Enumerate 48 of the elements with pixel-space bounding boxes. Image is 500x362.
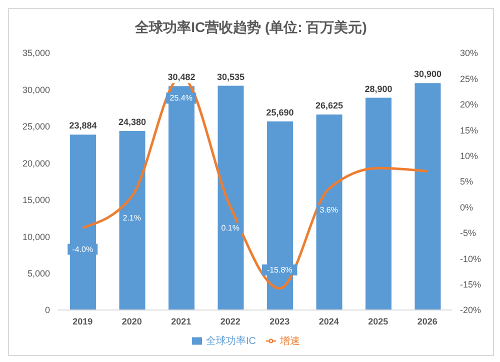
- y-tick-label: 25,000: [22, 122, 50, 132]
- data-label: 2.1%: [122, 213, 141, 222]
- legend-label: 增速: [280, 336, 300, 347]
- y-tick-label: 15,000: [22, 195, 50, 206]
- y-tick-label: 10,000: [22, 232, 50, 242]
- y2-tick-label: -20%: [460, 305, 482, 316]
- x-tick-label: 2026: [417, 316, 438, 326]
- x-tick-label: 2022: [220, 316, 240, 326]
- y2-tick-label: 0%: [460, 202, 474, 212]
- data-label: 30,900: [414, 69, 442, 80]
- data-label: 0.1%: [221, 224, 240, 233]
- bar: [119, 130, 146, 310]
- data-label: 25.4%: [170, 94, 192, 103]
- legend-label: 全球功率IC: [206, 336, 256, 347]
- bar: [414, 83, 441, 310]
- y-tick-label: 0: [44, 305, 50, 316]
- x-tick-label: 2019: [72, 316, 93, 326]
- x-tick-label: 2020: [122, 316, 142, 326]
- data-label: 30,535: [216, 72, 245, 82]
- x-tick-label: 2023: [270, 316, 290, 326]
- x-tick-label: 2021: [171, 316, 192, 326]
- data-label: 25,690: [266, 107, 294, 118]
- y2-tick-label: 15%: [460, 125, 478, 136]
- y2-tick-label: -10%: [460, 254, 482, 264]
- data-label: 3.6%: [320, 206, 338, 215]
- data-label: 24,380: [118, 116, 146, 127]
- y2-tick-label: -5%: [460, 228, 476, 238]
- y2-tick-label: 5%: [460, 176, 474, 187]
- bar: [218, 86, 244, 310]
- y-tick-label: 5,000: [27, 268, 50, 278]
- data-label: -4.0%: [72, 244, 94, 254]
- y2-tick-label: 30%: [460, 48, 478, 58]
- data-label: 26,625: [315, 100, 344, 110]
- data-label: 28,900: [364, 84, 392, 94]
- data-label: 23,884: [69, 120, 97, 131]
- data-label: -15.8%: [266, 265, 292, 274]
- y-tick-label: 20,000: [22, 158, 50, 168]
- y2-tick-label: -15%: [460, 279, 482, 290]
- bar: [366, 98, 392, 310]
- y2-tick-label: 20%: [460, 100, 478, 110]
- x-tick-label: 2025: [368, 316, 388, 326]
- x-tick-label: 2024: [318, 316, 339, 326]
- y-tick-label: 30,000: [22, 84, 50, 95]
- bar: [316, 114, 342, 310]
- chart-title: 全球功率IC营收趋势 (单位: 百万美元): [134, 18, 368, 37]
- y2-tick-label: 25%: [460, 74, 478, 84]
- y2-tick-label: 10%: [460, 150, 478, 161]
- y-tick-label: 35,000: [22, 48, 50, 58]
